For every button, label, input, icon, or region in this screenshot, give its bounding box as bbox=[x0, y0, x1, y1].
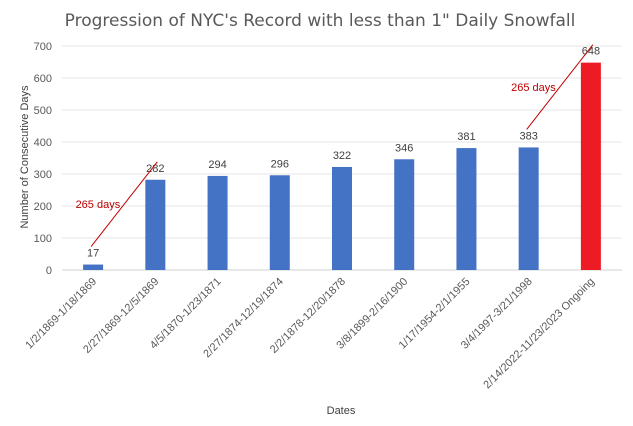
bars bbox=[83, 62, 601, 270]
y-tick-label: 0 bbox=[46, 265, 52, 277]
data-label: 346 bbox=[395, 142, 413, 154]
annotation-line bbox=[90, 161, 158, 247]
annotation-label: 265 days bbox=[511, 82, 556, 94]
y-axis-ticks: 0 100 200 300 400 500 600 700 bbox=[34, 41, 52, 277]
bar bbox=[269, 175, 290, 270]
chart-title: Progression of NYC's Record with less th… bbox=[65, 11, 576, 31]
x-axis-ticks: 1/2/1869-1/18/18692/27/1869-12/5/18694/5… bbox=[23, 276, 597, 392]
y-tick-label: 600 bbox=[34, 73, 52, 85]
data-labels: 17 282 294 296 322 346 381 383 648 bbox=[87, 46, 600, 260]
annotation-line bbox=[526, 44, 594, 130]
data-label: 17 bbox=[87, 248, 99, 260]
y-tick-label: 100 bbox=[34, 233, 52, 245]
bar bbox=[394, 159, 415, 270]
bar bbox=[518, 147, 539, 270]
y-tick-label: 400 bbox=[34, 137, 52, 149]
data-label: 282 bbox=[146, 163, 164, 175]
annotations: 265 days 265 days bbox=[76, 44, 594, 247]
y-axis-title: Number of Consecutive Days bbox=[19, 85, 31, 229]
data-label: 294 bbox=[208, 159, 226, 171]
bar bbox=[332, 166, 352, 270]
bar bbox=[456, 148, 477, 270]
bar bbox=[580, 62, 601, 270]
y-tick-label: 500 bbox=[34, 105, 52, 117]
bar bbox=[207, 175, 228, 270]
x-tick-label: 2/14/2022-11/23/2023 Ongoing bbox=[481, 276, 597, 392]
data-label: 296 bbox=[271, 158, 289, 170]
y-tick-label: 700 bbox=[34, 41, 52, 53]
data-label: 383 bbox=[519, 130, 537, 142]
data-label: 381 bbox=[457, 131, 475, 143]
bar bbox=[145, 179, 166, 270]
data-label: 648 bbox=[582, 46, 600, 58]
data-label: 322 bbox=[333, 150, 351, 162]
y-tick-label: 300 bbox=[34, 169, 52, 181]
bar bbox=[83, 264, 104, 270]
y-tick-label: 200 bbox=[34, 201, 52, 213]
annotation-label: 265 days bbox=[76, 199, 121, 211]
x-axis-title: Dates bbox=[327, 405, 356, 417]
